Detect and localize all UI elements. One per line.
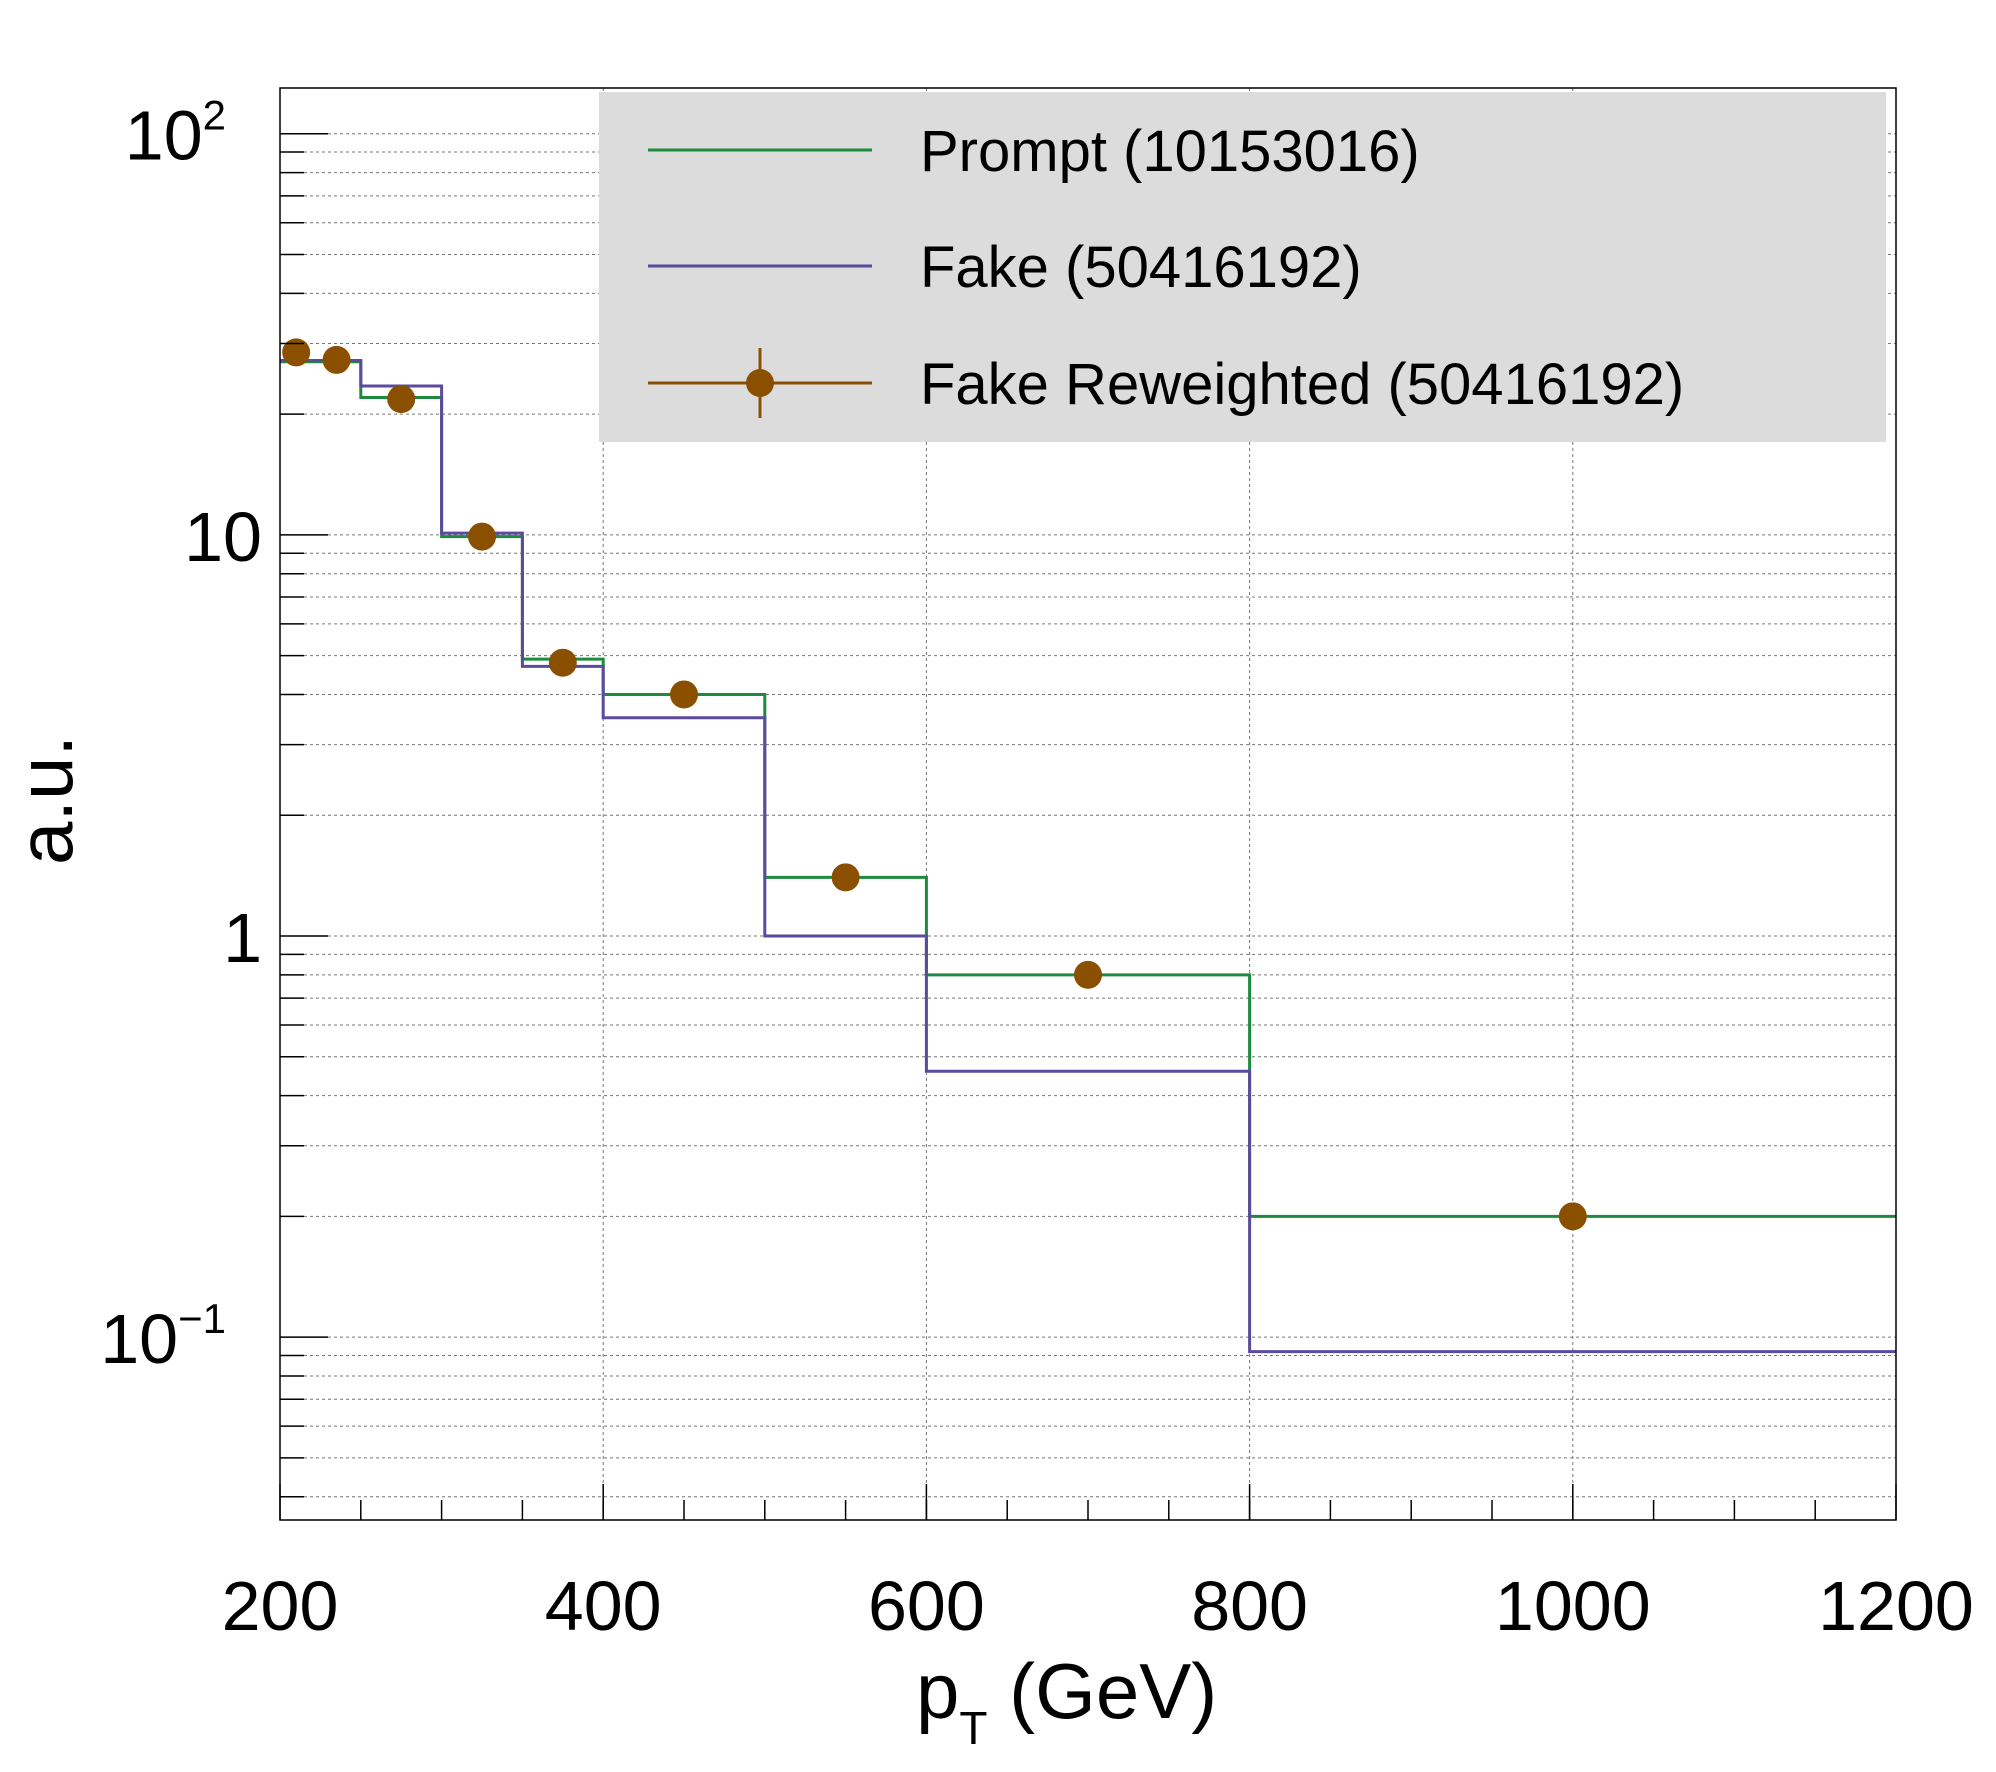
x-tick-label: 200 [222,1567,339,1645]
x-tick-label: 800 [1191,1567,1308,1645]
data-point [831,863,860,892]
y-axis-title: a.u. [1,735,89,865]
x-tick-label: 1200 [1818,1567,1974,1645]
x-tick-label: 1000 [1495,1567,1651,1645]
legend: Prompt (10153016) Fake (50416192) Fake R… [599,92,1886,442]
data-point [322,345,351,374]
tick-labels: 200 400 600 800 1000 1200 10−1 1 10 102 [100,92,1974,1645]
legend-label-fake-reweighted: Fake Reweighted (50416192) [920,352,1684,417]
data-point [1558,1202,1587,1231]
legend-label-prompt: Prompt (10153016) [920,119,1420,184]
series-layer [280,338,1896,1354]
legend-label-fake: Fake (50416192) [920,235,1362,300]
y-tick-label: 10−1 [100,1295,226,1378]
legend-swatch-marker [746,369,774,397]
data-point [387,385,416,414]
series-line-1 [280,359,1896,1354]
y-tick-label: 102 [125,92,226,175]
y-tick-label: 1 [223,899,262,977]
axis-ticks [279,132,1897,1520]
x-tick-label: 400 [545,1567,662,1645]
data-point [1074,960,1102,989]
data-point [468,522,496,551]
data-point [548,648,577,677]
x-axis-title: pT (GeV) [916,1647,1217,1754]
data-point [670,680,698,709]
y-tick-label: 10 [184,498,262,576]
x-tick-label: 600 [868,1567,985,1645]
data-point [282,338,311,367]
series-line-0 [280,360,1896,1218]
